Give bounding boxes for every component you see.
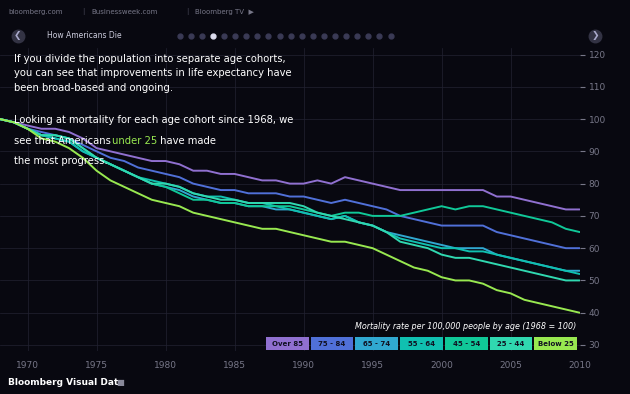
Text: 75 - 84: 75 - 84 [318, 340, 346, 347]
Text: 25 - 44: 25 - 44 [497, 340, 525, 347]
Text: Looking at mortality for each age cohort since 1968, we: Looking at mortality for each age cohort… [14, 115, 293, 125]
Text: Bloomberg Visual Data: Bloomberg Visual Data [8, 377, 125, 387]
Text: ❯: ❯ [592, 32, 599, 40]
Text: Mortality rate per 100,000 people by age (1968 = 100): Mortality rate per 100,000 people by age… [355, 322, 576, 331]
Text: 1970: 1970 [16, 361, 39, 370]
Text: see that Americans: see that Americans [14, 136, 114, 145]
Text: 65 - 74: 65 - 74 [363, 340, 391, 347]
Text: Bloomberg TV  ▶: Bloomberg TV ▶ [195, 9, 254, 15]
Text: 1990: 1990 [292, 361, 315, 370]
Text: |: | [82, 8, 84, 15]
Text: 45 - 54: 45 - 54 [452, 340, 480, 347]
Text: 1995: 1995 [361, 361, 384, 370]
Text: have made: have made [157, 136, 216, 145]
Text: under 25: under 25 [112, 136, 157, 145]
Text: Businessweek.com: Businessweek.com [91, 9, 158, 15]
Text: 1980: 1980 [154, 361, 177, 370]
Text: Below 25: Below 25 [538, 340, 573, 347]
Text: 2005: 2005 [499, 361, 522, 370]
Text: 1975: 1975 [85, 361, 108, 370]
Text: ■: ■ [117, 377, 125, 387]
Text: ❮: ❮ [14, 32, 21, 40]
Text: 1985: 1985 [223, 361, 246, 370]
Text: bloomberg.com: bloomberg.com [8, 9, 63, 15]
Text: the most progress.: the most progress. [14, 156, 108, 166]
Text: 2000: 2000 [430, 361, 453, 370]
Text: 2010: 2010 [568, 361, 591, 370]
Text: How Americans Die: How Americans Die [47, 32, 122, 40]
Text: |: | [186, 8, 188, 15]
Text: 55 - 64: 55 - 64 [408, 340, 435, 347]
Text: If you divide the population into separate age cohorts,
you can see that improve: If you divide the population into separa… [14, 54, 292, 93]
Text: Over 85: Over 85 [272, 340, 303, 347]
